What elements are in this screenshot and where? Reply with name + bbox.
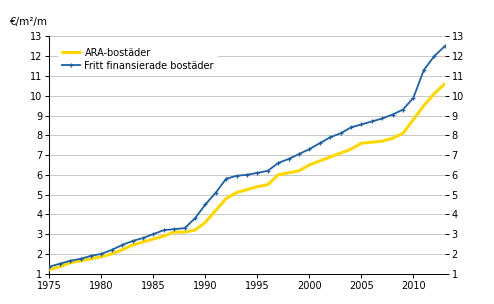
ARA-bostäder [140,240,146,244]
Fritt finansierade bostäder [119,243,125,247]
Fritt finansierade bostäder [296,152,302,156]
ARA-bostäder [171,230,177,234]
ARA-bostäder [223,197,229,200]
Fritt finansierade bostäder [244,173,250,177]
ARA-bostäder [275,173,281,177]
ARA-bostäder [337,151,343,155]
Fritt finansierade bostäder [234,174,240,178]
ARA-bostäder [379,139,385,143]
ARA-bostäder [98,255,104,259]
Fritt finansierade bostäder [223,177,229,181]
ARA-bostäder [151,237,157,241]
Fritt finansierade bostäder [306,147,312,151]
Fritt finansierade bostäder [359,123,365,126]
Fritt finansierade bostäder [348,126,354,129]
Legend: ARA-bostäder, Fritt finansierade bostäder: ARA-bostäder, Fritt finansierade bostäde… [58,44,218,74]
Line: Fritt finansierade bostäder: Fritt finansierade bostäder [47,44,447,269]
Fritt finansierade bostäder [265,169,271,173]
ARA-bostäder [421,104,427,108]
Fritt finansierade bostäder [129,239,135,243]
ARA-bostäder [442,82,448,86]
ARA-bostäder [78,259,83,263]
Fritt finansierade bostäder [192,216,198,220]
Fritt finansierade bostäder [78,257,83,261]
Fritt finansierade bostäder [431,54,437,58]
ARA-bostäder [327,155,333,159]
Fritt finansierade bostäder [254,171,260,174]
Fritt finansierade bostäder [203,203,208,206]
ARA-bostäder [359,141,365,145]
Fritt finansierade bostäder [67,259,73,263]
ARA-bostäder [254,185,260,188]
Fritt finansierade bostäder [171,227,177,231]
ARA-bostäder [46,268,52,271]
ARA-bostäder [161,234,167,238]
ARA-bostäder [431,92,437,96]
Fritt finansierade bostäder [57,262,63,266]
Fritt finansierade bostäder [421,68,427,72]
ARA-bostäder [348,147,354,151]
ARA-bostäder [317,159,323,163]
ARA-bostäder [129,243,135,247]
Line: ARA-bostäder: ARA-bostäder [49,84,445,270]
Fritt finansierade bostäder [46,265,52,268]
Fritt finansierade bostäder [213,191,219,195]
Fritt finansierade bostäder [109,248,115,252]
ARA-bostäder [57,265,63,268]
Fritt finansierade bostäder [275,161,281,165]
Fritt finansierade bostäder [379,117,385,120]
Fritt finansierade bostäder [151,232,157,236]
ARA-bostäder [192,228,198,232]
Fritt finansierade bostäder [88,254,94,258]
Fritt finansierade bostäder [411,96,416,100]
Fritt finansierade bostäder [442,45,448,48]
ARA-bostäder [67,261,73,264]
ARA-bostäder [296,169,302,173]
Fritt finansierade bostäder [400,108,406,111]
ARA-bostäder [369,140,375,144]
ARA-bostäder [265,183,271,187]
ARA-bostäder [182,230,188,234]
ARA-bostäder [306,163,312,167]
Fritt finansierade bostäder [327,136,333,139]
Fritt finansierade bostäder [182,226,188,230]
Text: €/m²/m: €/m²/m [10,17,48,27]
ARA-bostäder [203,220,208,224]
Fritt finansierade bostäder [390,113,396,116]
ARA-bostäder [119,248,125,252]
Fritt finansierade bostäder [161,228,167,232]
ARA-bostäder [411,118,416,121]
Fritt finansierade bostäder [140,236,146,240]
Fritt finansierade bostäder [369,120,375,123]
ARA-bostäder [400,131,406,135]
Fritt finansierade bostäder [317,141,323,145]
ARA-bostäder [244,188,250,192]
ARA-bostäder [213,209,219,212]
Fritt finansierade bostäder [98,252,104,256]
ARA-bostäder [88,257,94,261]
Fritt finansierade bostäder [337,131,343,135]
ARA-bostäder [390,136,396,140]
ARA-bostäder [286,171,291,174]
ARA-bostäder [109,252,115,256]
ARA-bostäder [234,191,240,195]
Fritt finansierade bostäder [286,157,291,161]
